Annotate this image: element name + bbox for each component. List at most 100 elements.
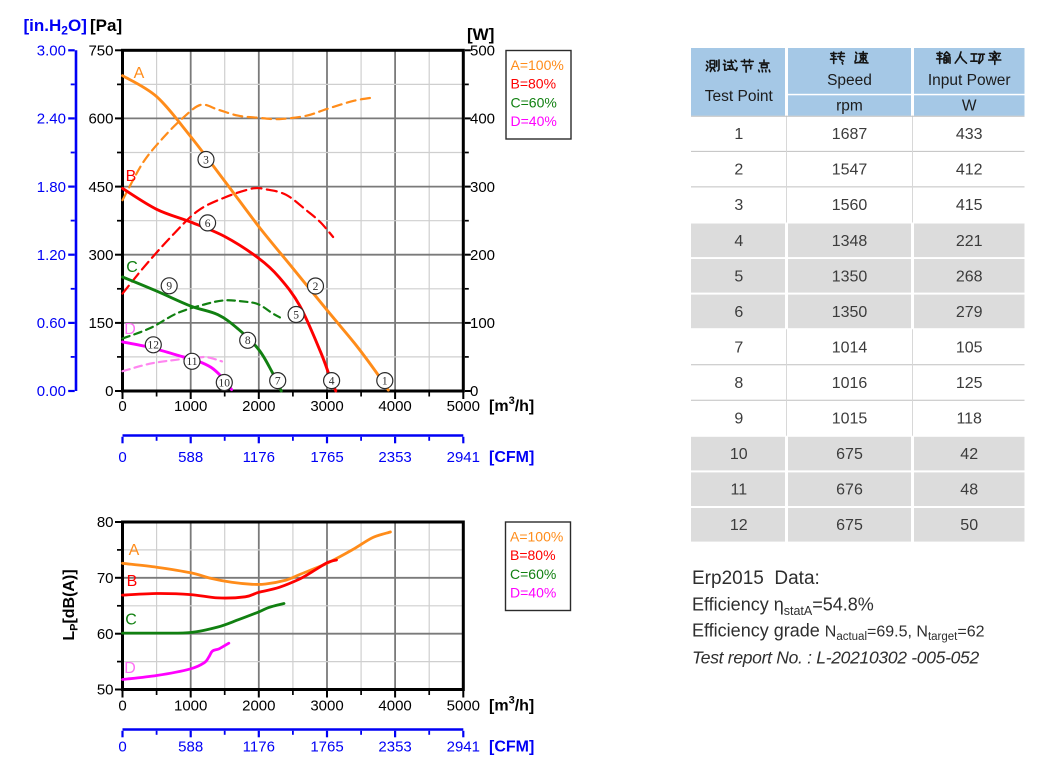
svg-text:2941: 2941 [447, 449, 480, 466]
svg-text:B=80%: B=80% [510, 547, 556, 563]
svg-text:Erp2015 Data:: Erp2015 Data: [692, 568, 820, 589]
svg-text:10: 10 [219, 377, 231, 389]
svg-text:rpm: rpm [836, 98, 863, 115]
svg-text:2941: 2941 [447, 739, 480, 756]
svg-text:D: D [124, 321, 136, 338]
svg-text:1560: 1560 [832, 197, 868, 214]
svg-text:8: 8 [734, 375, 743, 392]
svg-text:0.00: 0.00 [37, 383, 66, 400]
svg-text:1015: 1015 [832, 411, 868, 428]
svg-text:0: 0 [105, 383, 113, 400]
svg-text:Test Point: Test Point [705, 88, 774, 105]
svg-text:433: 433 [956, 126, 983, 143]
svg-text:5: 5 [734, 268, 743, 285]
svg-text:2.40: 2.40 [37, 111, 66, 128]
svg-text:1176: 1176 [243, 739, 275, 756]
svg-text:3000: 3000 [310, 398, 343, 415]
svg-text:300: 300 [470, 179, 495, 196]
svg-text:[m3/h]: [m3/h] [489, 695, 534, 715]
svg-text:3: 3 [734, 197, 743, 214]
svg-text:1.80: 1.80 [37, 179, 66, 196]
svg-text:1547: 1547 [832, 162, 868, 179]
svg-text:[CFM]: [CFM] [489, 739, 534, 756]
svg-text:4000: 4000 [378, 698, 411, 715]
svg-text:450: 450 [88, 179, 113, 196]
svg-text:500: 500 [470, 43, 495, 60]
svg-text:42: 42 [960, 446, 978, 463]
svg-text:125: 125 [956, 375, 983, 392]
svg-text:B=80%: B=80% [511, 76, 557, 92]
svg-text:Efficiency grade Nactual=69.5,: Efficiency grade Nactual=69.5, Ntarget=6… [692, 621, 985, 644]
svg-text:LP[dB(A)]: LP[dB(A)] [61, 569, 81, 640]
svg-text:7: 7 [275, 376, 281, 388]
svg-text:4: 4 [734, 233, 743, 250]
svg-text:1000: 1000 [174, 398, 207, 415]
svg-text:4000: 4000 [378, 398, 411, 415]
svg-text:D: D [124, 660, 136, 677]
svg-text:1.20: 1.20 [37, 247, 66, 264]
svg-text:750: 750 [88, 43, 113, 60]
svg-text:C=60%: C=60% [510, 566, 556, 582]
svg-text:80: 80 [97, 514, 114, 531]
svg-text:588: 588 [178, 739, 203, 756]
svg-text:1014: 1014 [832, 339, 868, 356]
svg-text:12: 12 [148, 340, 160, 352]
svg-text:10: 10 [730, 446, 748, 463]
svg-text:Efficiency ηstatA=54.8%: Efficiency ηstatA=54.8% [692, 595, 874, 619]
svg-text:5: 5 [293, 309, 299, 321]
svg-text:D=40%: D=40% [510, 585, 556, 601]
svg-text:50: 50 [97, 682, 114, 699]
svg-text:8: 8 [245, 335, 251, 347]
svg-text:221: 221 [956, 233, 983, 250]
svg-text:7: 7 [734, 339, 743, 356]
svg-text:C: C [126, 259, 138, 276]
svg-text:0: 0 [118, 698, 126, 715]
svg-text:0: 0 [118, 739, 126, 756]
svg-text:2: 2 [734, 162, 743, 179]
svg-text:3.00: 3.00 [37, 43, 66, 60]
svg-text:0: 0 [118, 398, 126, 415]
svg-text:1000: 1000 [174, 698, 207, 715]
svg-text:105: 105 [956, 339, 983, 356]
svg-text:1: 1 [382, 376, 388, 388]
svg-text:676: 676 [836, 482, 863, 499]
svg-text:C=60%: C=60% [511, 94, 557, 110]
svg-text:1687: 1687 [832, 126, 868, 143]
svg-text:4: 4 [329, 376, 335, 388]
svg-text:3000: 3000 [310, 698, 343, 715]
svg-text:11: 11 [730, 482, 747, 499]
svg-text:A=100%: A=100% [511, 57, 564, 73]
svg-text:Speed: Speed [827, 72, 872, 89]
svg-text:588: 588 [178, 449, 203, 466]
svg-text:1: 1 [734, 126, 743, 143]
svg-text:0.60: 0.60 [37, 315, 66, 332]
svg-text:118: 118 [956, 411, 982, 428]
svg-text:B: B [127, 573, 138, 590]
svg-text:415: 415 [956, 197, 983, 214]
svg-text:2000: 2000 [242, 698, 275, 715]
svg-text:[W]: [W] [467, 25, 494, 44]
svg-text:[in.H2O]: [in.H2O] [24, 16, 87, 38]
svg-text:W: W [962, 98, 977, 115]
svg-text:11: 11 [186, 356, 197, 368]
svg-text:1765: 1765 [310, 739, 343, 756]
svg-text:675: 675 [836, 517, 863, 534]
svg-text:Input Power: Input Power [928, 72, 1011, 89]
svg-text:A=100%: A=100% [510, 529, 563, 545]
svg-text:A: A [129, 542, 140, 559]
svg-text:[Pa]: [Pa] [90, 16, 122, 35]
svg-text:Test report No. : L-20210302 -: Test report No. : L-20210302 -005-052 [692, 648, 979, 668]
svg-text:1348: 1348 [832, 233, 868, 250]
svg-text:9: 9 [734, 411, 743, 428]
svg-text:D=40%: D=40% [511, 113, 557, 129]
svg-text:2353: 2353 [378, 449, 411, 466]
svg-text:268: 268 [956, 268, 983, 285]
svg-text:1765: 1765 [310, 449, 343, 466]
svg-text:1350: 1350 [832, 304, 868, 321]
svg-text:0: 0 [118, 449, 126, 466]
svg-text:5000: 5000 [447, 698, 480, 715]
svg-text:1350: 1350 [832, 268, 868, 285]
svg-text:C: C [125, 612, 137, 629]
svg-text:150: 150 [88, 315, 113, 332]
svg-text:675: 675 [836, 446, 863, 463]
